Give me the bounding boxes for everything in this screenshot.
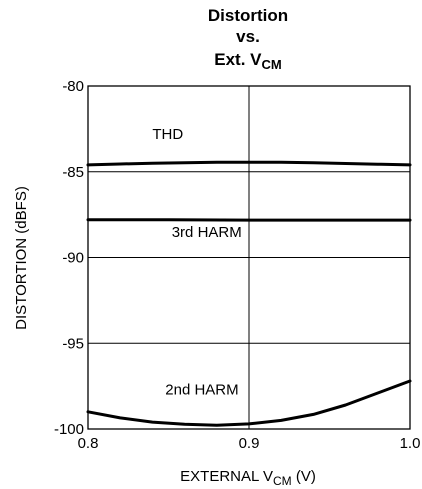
series-line-3 xyxy=(86,379,412,427)
grid-lines xyxy=(88,86,410,429)
x-axis-label-main: EXTERNAL V xyxy=(180,468,273,485)
plot-frame xyxy=(87,85,411,430)
y-tick-labels: -80 -85 -90 -95 -100 xyxy=(54,78,84,438)
x-axis-label: EXTERNAL VCM (V) xyxy=(180,468,316,488)
chart-title-line-1: Distortion xyxy=(208,6,288,25)
data-series xyxy=(86,160,412,427)
series-annotation-2: 3rd HARM xyxy=(172,224,242,241)
y-axis-label: DISTORTION (dBFS) xyxy=(13,186,30,330)
x-tick-label: 1.0 xyxy=(400,435,421,452)
series-annotations: THD 3rd HARM 2nd HARM xyxy=(152,126,241,399)
chart-title-line-2: vs. xyxy=(236,27,260,46)
x-tick-label: 0.8 xyxy=(78,435,99,452)
y-tick-label: -85 xyxy=(62,164,84,181)
chart-title-subscript: CM xyxy=(262,57,282,72)
y-tick-label: -90 xyxy=(62,250,84,267)
x-axis-label-unit: (V) xyxy=(292,468,316,485)
chart-title-line-3-main: Ext. V xyxy=(214,50,262,69)
series-annotation-3: 2nd HARM xyxy=(165,382,238,399)
chart-title-line-3: Ext. VCM xyxy=(214,50,281,72)
series-line-1 xyxy=(86,160,412,167)
y-tick-label: -95 xyxy=(62,335,84,352)
x-tick-label: 0.9 xyxy=(239,435,260,452)
x-tick-labels: 0.8 0.9 1.0 xyxy=(78,435,421,452)
y-tick-label: -100 xyxy=(54,421,84,438)
y-tick-label: -80 xyxy=(62,78,84,95)
series-annotation-1: THD xyxy=(152,126,183,143)
x-axis-label-subscript: CM xyxy=(273,474,292,488)
